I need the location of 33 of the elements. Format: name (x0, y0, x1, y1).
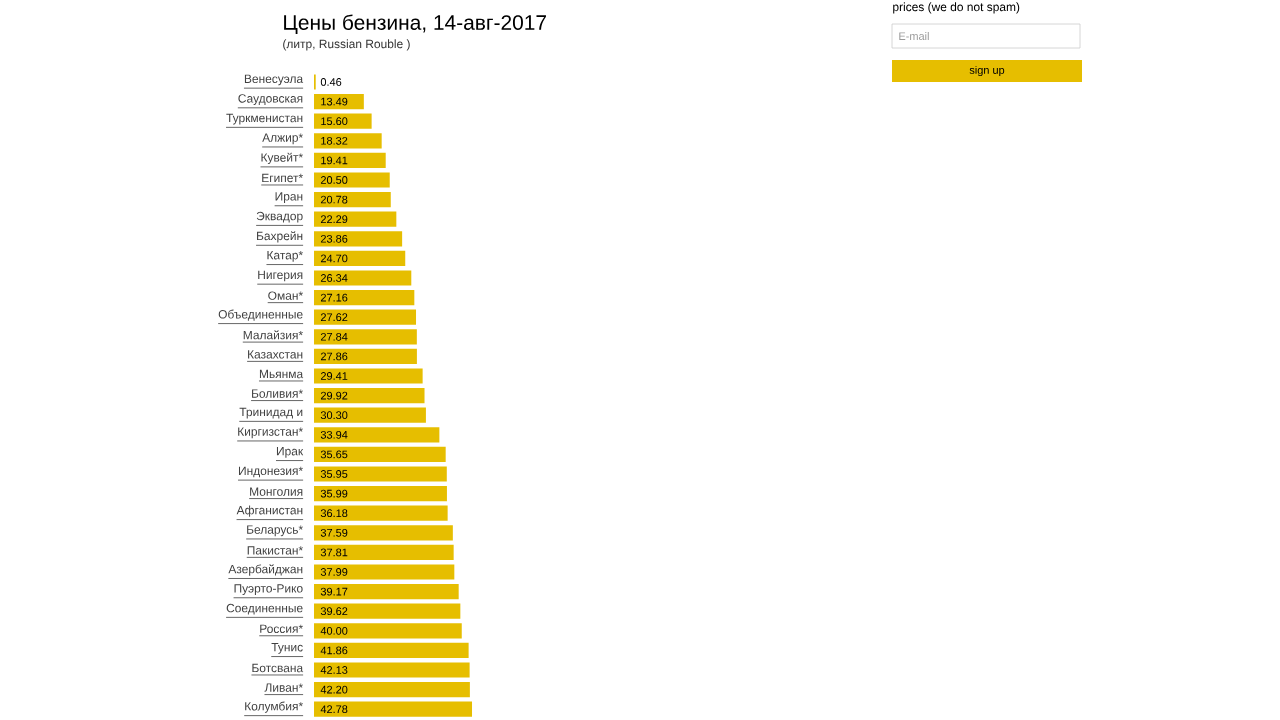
bar (314, 427, 440, 443)
bar (314, 329, 417, 345)
bar (314, 152, 386, 168)
bar (314, 309, 417, 325)
bar (314, 642, 469, 659)
bar (314, 172, 390, 188)
bar (314, 270, 412, 286)
bar (314, 564, 455, 580)
bar (314, 662, 470, 678)
bar (314, 231, 403, 247)
bar (314, 701, 473, 717)
bar (314, 250, 406, 266)
bar (314, 603, 461, 619)
bar (314, 211, 397, 227)
bar (314, 407, 426, 423)
bar (314, 505, 448, 521)
bar (314, 466, 447, 482)
bar (314, 133, 382, 149)
bar (314, 682, 470, 698)
chart-title: Цены бензина, 14-авг-2017 (284, 14, 546, 34)
bar (314, 192, 391, 208)
bar (314, 525, 453, 541)
bar (314, 623, 462, 639)
bar (314, 446, 446, 463)
bar (314, 388, 425, 404)
bar (314, 94, 364, 110)
bar (314, 486, 447, 502)
bar (314, 290, 415, 306)
bar (314, 368, 423, 384)
bar (314, 544, 454, 561)
bar (314, 348, 417, 364)
bar (314, 584, 459, 600)
bar (314, 113, 372, 129)
